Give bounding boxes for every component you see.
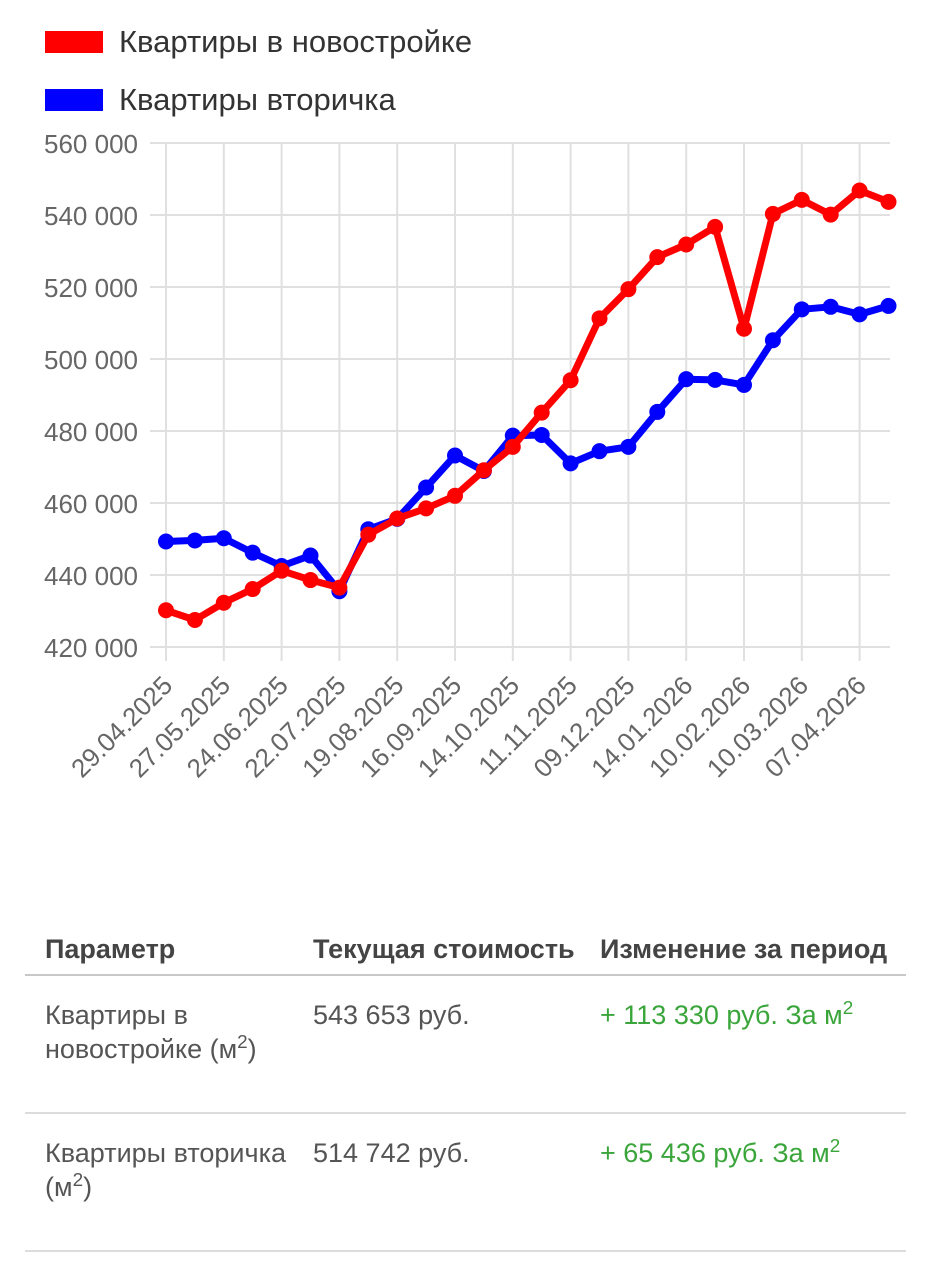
data-point-resale bbox=[591, 443, 608, 460]
data-point-new bbox=[591, 310, 608, 327]
legend-item-resale[interactable]: Квартиры вторичка bbox=[45, 82, 396, 118]
data-point-new bbox=[244, 581, 261, 598]
data-point-resale bbox=[158, 533, 174, 550]
table-header: Параметр Текущая стоимость Изменение за … bbox=[25, 928, 906, 976]
row-change: + 65 436 руб. За м2 bbox=[600, 1136, 906, 1250]
data-point-new bbox=[186, 612, 203, 628]
data-point-new bbox=[736, 320, 752, 337]
data-point-resale bbox=[764, 332, 781, 349]
data-point-new bbox=[649, 249, 666, 266]
data-point-resale bbox=[707, 371, 724, 388]
data-point-resale bbox=[215, 530, 232, 547]
row-change: + 113 330 руб. За м2 bbox=[600, 998, 906, 1112]
row-param-tail: ) bbox=[83, 1172, 93, 1202]
legend-label-new: Квартиры в новостройке bbox=[119, 24, 473, 59]
row-param-sup: 2 bbox=[237, 1032, 248, 1053]
data-point-new bbox=[620, 281, 637, 298]
data-point-new bbox=[158, 602, 174, 619]
y-tick-label: 460 000 bbox=[44, 489, 138, 519]
data-point-new bbox=[302, 572, 319, 589]
data-point-new bbox=[793, 191, 810, 208]
data-point-new bbox=[707, 218, 724, 235]
data-point-new bbox=[447, 487, 463, 504]
header-change: Изменение за период bbox=[600, 934, 888, 964]
y-tick-label: 440 000 bbox=[44, 561, 138, 591]
row-param-tail: ) bbox=[247, 1034, 257, 1064]
data-point-new bbox=[504, 438, 521, 455]
data-point-new bbox=[360, 526, 377, 543]
data-point-new bbox=[880, 193, 897, 210]
data-point-resale bbox=[302, 547, 319, 564]
row-param: Квартиры вторичка (м2) bbox=[25, 1136, 313, 1250]
row-change-sup: 2 bbox=[842, 998, 854, 1019]
row-change-text: + 65 436 руб. За м bbox=[600, 1138, 830, 1168]
row-param: Квартиры в новостройке (м2) bbox=[25, 998, 313, 1112]
data-point-new bbox=[389, 510, 406, 527]
data-point-resale bbox=[822, 298, 839, 315]
series-line-resale bbox=[162, 302, 892, 595]
header-param: Параметр bbox=[45, 934, 176, 964]
data-point-resale bbox=[851, 306, 868, 323]
table-row: Квартиры вторичка (м2) 514 742 руб. + 65… bbox=[25, 1114, 906, 1252]
legend-swatch-resale bbox=[45, 89, 103, 111]
data-point-new bbox=[533, 404, 550, 421]
data-point-resale bbox=[678, 371, 695, 388]
table-row: Квартиры в новостройке (м2) 543 653 руб.… bbox=[25, 976, 906, 1114]
data-point-resale bbox=[620, 438, 637, 455]
data-point-resale bbox=[793, 301, 810, 318]
data-point-new bbox=[822, 206, 839, 223]
data-point-new bbox=[562, 372, 579, 389]
data-point-resale bbox=[418, 479, 435, 496]
series-line-new bbox=[162, 187, 892, 624]
data-point-resale bbox=[562, 455, 579, 472]
legend-label-resale: Квартиры вторичка bbox=[119, 82, 396, 117]
data-point-resale bbox=[649, 403, 666, 420]
y-tick-label: 520 000 bbox=[44, 273, 138, 303]
data-point-new bbox=[331, 579, 348, 596]
legend-swatch-new bbox=[45, 31, 103, 53]
data-point-new bbox=[851, 182, 868, 199]
data-point-resale bbox=[880, 297, 897, 314]
row-current: 514 742 руб. bbox=[313, 1138, 470, 1168]
row-current: 543 653 руб. bbox=[313, 1000, 470, 1030]
data-point-new bbox=[678, 236, 695, 253]
y-tick-label: 420 000 bbox=[44, 633, 138, 663]
y-tick-label: 560 000 bbox=[44, 129, 138, 159]
data-point-resale bbox=[186, 532, 203, 549]
data-point-new bbox=[273, 562, 290, 579]
y-tick-label: 540 000 bbox=[44, 201, 138, 231]
y-tick-label: 500 000 bbox=[44, 345, 138, 375]
data-point-resale bbox=[447, 447, 463, 464]
legend-item-new[interactable]: Квартиры в новостройке bbox=[45, 24, 472, 60]
data-point-resale bbox=[244, 544, 261, 561]
data-point-new bbox=[764, 205, 781, 222]
data-point-new bbox=[475, 462, 492, 479]
row-param-text: Квартиры в новостройке (м bbox=[45, 1000, 238, 1064]
data-point-resale bbox=[533, 426, 550, 443]
data-point-new bbox=[418, 500, 435, 517]
y-tick-label: 480 000 bbox=[44, 417, 138, 447]
header-current: Текущая стоимость bbox=[313, 934, 575, 964]
data-point-resale bbox=[736, 376, 752, 393]
row-change-text: + 113 330 руб. За м bbox=[600, 1000, 843, 1030]
line-chart: 420 000 440 000 460 000 480 000 500 000 520 0… bbox=[44, 129, 897, 783]
row-change-sup: 2 bbox=[829, 1136, 841, 1157]
data-point-new bbox=[215, 594, 232, 611]
price-table: Параметр Текущая стоимость Изменение за … bbox=[25, 928, 906, 1252]
row-param-text: Квартиры вторичка (м bbox=[45, 1138, 286, 1202]
row-param-sup: 2 bbox=[72, 1170, 84, 1191]
